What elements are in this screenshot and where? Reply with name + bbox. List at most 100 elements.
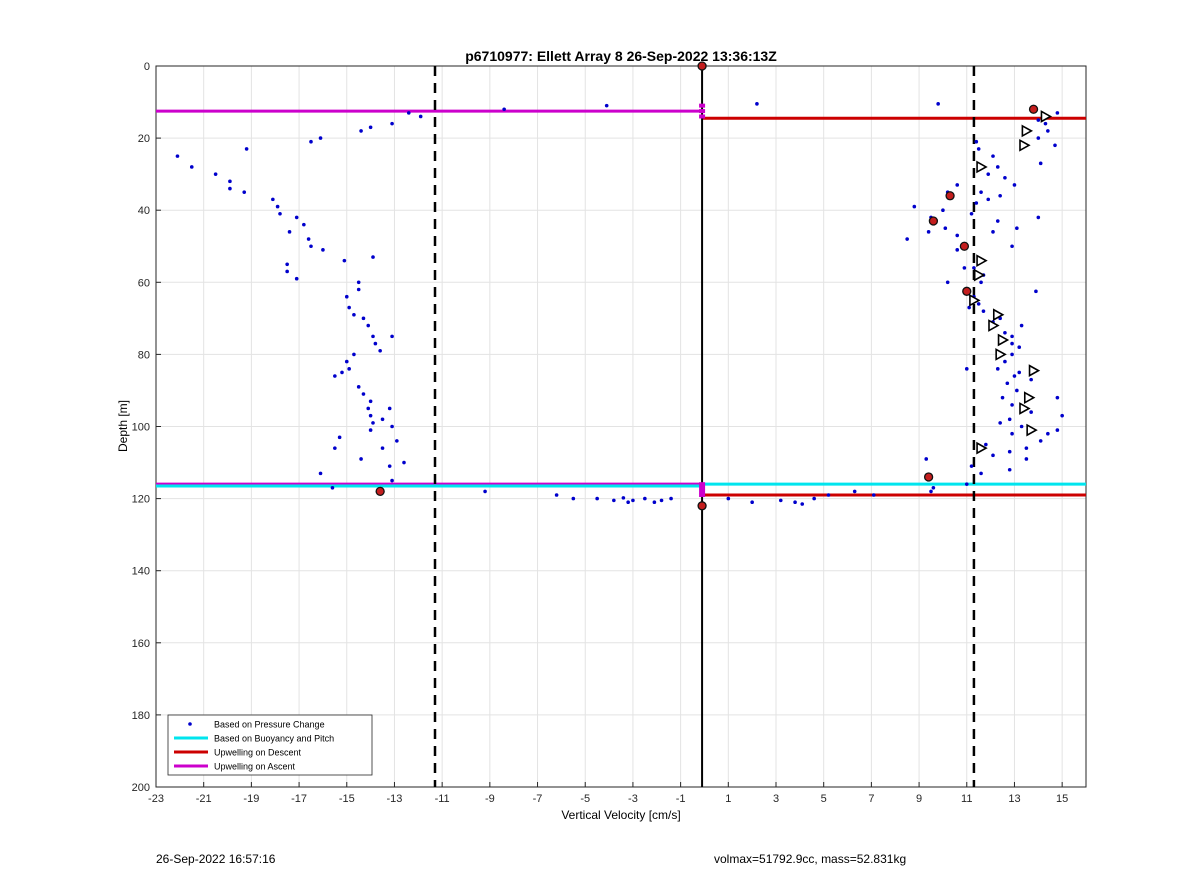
triangle-marker xyxy=(976,441,988,455)
pressure-point xyxy=(352,312,356,317)
triangle-marker xyxy=(988,319,1000,332)
y-tick-label: 120 xyxy=(132,494,150,506)
x-tick-label: -5 xyxy=(580,793,590,805)
y-tick-label: 20 xyxy=(138,133,150,145)
pressure-point xyxy=(366,406,371,411)
legend: Based on Pressure Change Based on Buoyanc… xyxy=(167,714,373,776)
pressure-point xyxy=(340,370,344,375)
pressure-point xyxy=(1003,330,1007,335)
x-tick-label: -21 xyxy=(196,793,212,805)
pressure-point xyxy=(380,446,385,450)
pressure-point xyxy=(1012,374,1017,378)
pressure-point xyxy=(1000,395,1005,400)
pressure-point xyxy=(812,496,816,501)
triangle-marker xyxy=(1040,110,1053,123)
pressure-point xyxy=(626,500,630,505)
pressure-point xyxy=(755,102,759,106)
pressure-point xyxy=(228,179,232,184)
descent-marker xyxy=(945,191,955,201)
pressure-point xyxy=(991,230,995,234)
pressure-point xyxy=(669,496,673,501)
x-tick-label: -7 xyxy=(533,793,543,805)
triangle-marker xyxy=(1019,402,1031,415)
pressure-point xyxy=(554,493,559,497)
pressure-point xyxy=(344,359,349,364)
pressure-point xyxy=(998,193,1002,198)
triangle-marker xyxy=(1028,364,1041,377)
pressure-point xyxy=(1024,446,1029,450)
y-tick-label: 40 xyxy=(138,205,150,217)
pressure-point xyxy=(981,309,986,313)
y-tick-label: 140 xyxy=(132,566,150,578)
pressure-point xyxy=(643,496,647,501)
x-tick-label: 1 xyxy=(725,793,731,805)
pressure-point xyxy=(941,208,945,212)
triangle-marker xyxy=(976,160,988,174)
grid xyxy=(155,65,1086,788)
pressure-point xyxy=(631,498,635,503)
pressure-point xyxy=(924,457,929,461)
pressure-point xyxy=(278,212,282,216)
pressure-point xyxy=(371,255,375,259)
pressure-point xyxy=(962,266,967,270)
pressure-point xyxy=(361,392,366,396)
pressure-point xyxy=(390,478,394,483)
descent-marker xyxy=(962,286,972,296)
pressure-point xyxy=(604,103,609,108)
legend-label: Upwelling on Descent xyxy=(214,748,302,758)
pressure-point xyxy=(979,280,983,285)
x-tick-label: -15 xyxy=(339,793,355,805)
pressure-point xyxy=(347,367,351,371)
ascent-marker xyxy=(699,485,706,490)
pressure-point xyxy=(1017,370,1022,375)
pressure-point xyxy=(912,204,917,209)
pressure-point xyxy=(967,305,971,310)
pressure-point xyxy=(228,186,232,191)
pressure-point xyxy=(387,464,392,468)
legend-items: Based on Pressure Change Based on Buoyanc… xyxy=(174,720,334,772)
pressure-point xyxy=(1012,183,1017,187)
pressure-point xyxy=(368,125,373,130)
x-tick-label: 15 xyxy=(1056,793,1068,805)
pressure-point xyxy=(621,496,626,500)
pressure-point xyxy=(1010,334,1014,339)
descent-marker xyxy=(923,472,934,482)
pressure-point xyxy=(371,334,375,339)
y-tick-label: 0 xyxy=(144,61,150,73)
pressure-point xyxy=(1036,215,1041,220)
pressure-point xyxy=(976,147,981,151)
pressure-point xyxy=(1029,410,1033,414)
markers xyxy=(375,61,1053,511)
triangle-marker xyxy=(1026,423,1038,437)
pressure-point xyxy=(1046,129,1050,133)
upwelling-lines xyxy=(156,109,1086,497)
triangle-marker xyxy=(992,308,1005,322)
ascent-marker xyxy=(699,114,706,119)
pressure-point xyxy=(483,489,487,494)
pressure-point xyxy=(826,493,831,497)
pressure-point xyxy=(1055,395,1060,400)
pressure-point xyxy=(905,237,909,241)
pressure-point xyxy=(356,280,361,285)
pressure-points xyxy=(175,102,1064,506)
pressure-point xyxy=(402,460,406,465)
triangle-marker xyxy=(976,254,988,268)
triangle-marker xyxy=(995,348,1007,361)
pressure-point xyxy=(1019,323,1024,328)
pressure-point xyxy=(1005,381,1010,386)
pressure-point xyxy=(309,244,313,249)
pressure-point xyxy=(418,114,423,119)
pressure-point xyxy=(571,496,576,501)
pressure-point xyxy=(1038,161,1043,166)
x-tick-label: 5 xyxy=(821,793,827,805)
pressure-point xyxy=(974,139,979,144)
pressure-point xyxy=(979,471,983,476)
pressure-point xyxy=(390,334,394,339)
y-tick-label: 80 xyxy=(138,349,150,361)
pressure-point xyxy=(371,421,375,425)
pressure-point xyxy=(929,489,933,494)
pressure-point xyxy=(306,237,311,241)
ascent-marker xyxy=(699,482,706,487)
pressure-point xyxy=(972,266,976,270)
